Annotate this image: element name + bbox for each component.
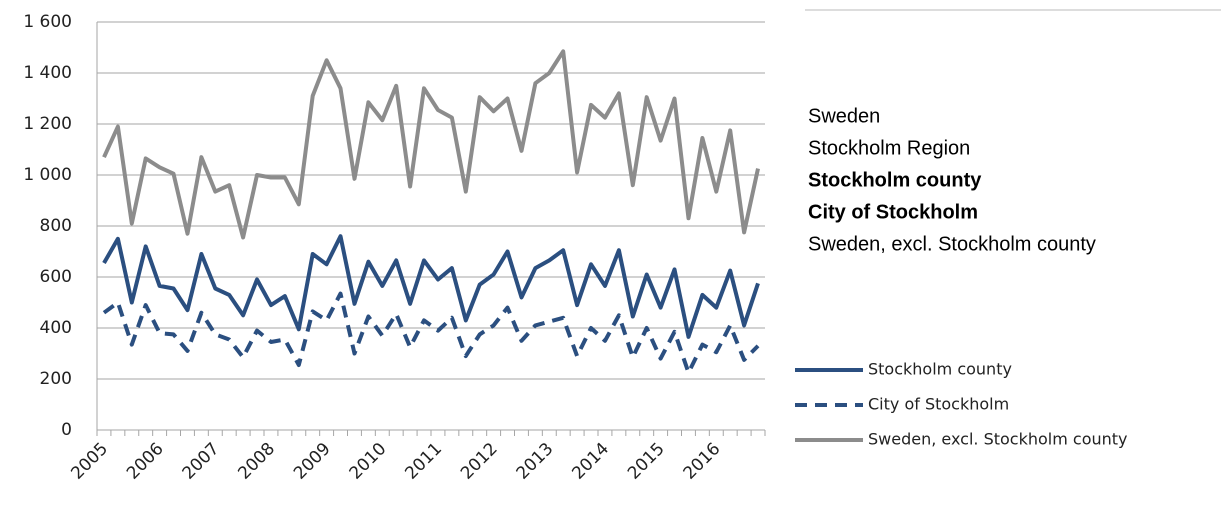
y-tick-label: 600 <box>40 267 72 287</box>
x-tick-label: 2011 <box>401 439 446 484</box>
x-tick-label: 2014 <box>568 439 613 484</box>
x-tick-label: 2015 <box>624 439 669 484</box>
x-tick-label: 2009 <box>290 439 335 484</box>
legend-label: City of Stockholm <box>868 395 1009 414</box>
panel-item: Sweden <box>808 105 880 127</box>
y-tick-label: 1 200 <box>23 114 72 134</box>
x-tick-label: 2005 <box>67 439 112 484</box>
y-tick-label: 1 600 <box>23 12 72 32</box>
legend-label: Sweden, excl. Stockholm county <box>868 430 1128 449</box>
panel-item: Stockholm Region <box>808 137 970 159</box>
x-tick-label: 2010 <box>346 439 391 484</box>
y-tick-label: 400 <box>40 318 72 338</box>
y-tick-label: 800 <box>40 216 72 236</box>
series-line <box>102 234 760 339</box>
y-tick-label: 1 000 <box>23 165 72 185</box>
x-tick-label: 2006 <box>123 439 168 484</box>
panel-item: Stockholm county <box>808 169 982 191</box>
x-tick-label: 2008 <box>234 439 279 484</box>
panel-item: City of Stockholm <box>808 201 978 223</box>
y-tick-label: 1 400 <box>23 63 72 83</box>
y-tick-label: 0 <box>61 420 72 440</box>
panel-item: Sweden, excl. Stockholm county <box>808 233 1096 255</box>
x-tick-label: 2012 <box>457 439 502 484</box>
legend-label: Stockholm county <box>868 360 1012 379</box>
y-tick-label: 200 <box>40 369 72 389</box>
x-tick-label: 2013 <box>513 439 558 484</box>
x-tick-label: 2016 <box>680 439 725 484</box>
x-tick-label: 2007 <box>179 439 224 484</box>
series-line <box>102 49 760 240</box>
